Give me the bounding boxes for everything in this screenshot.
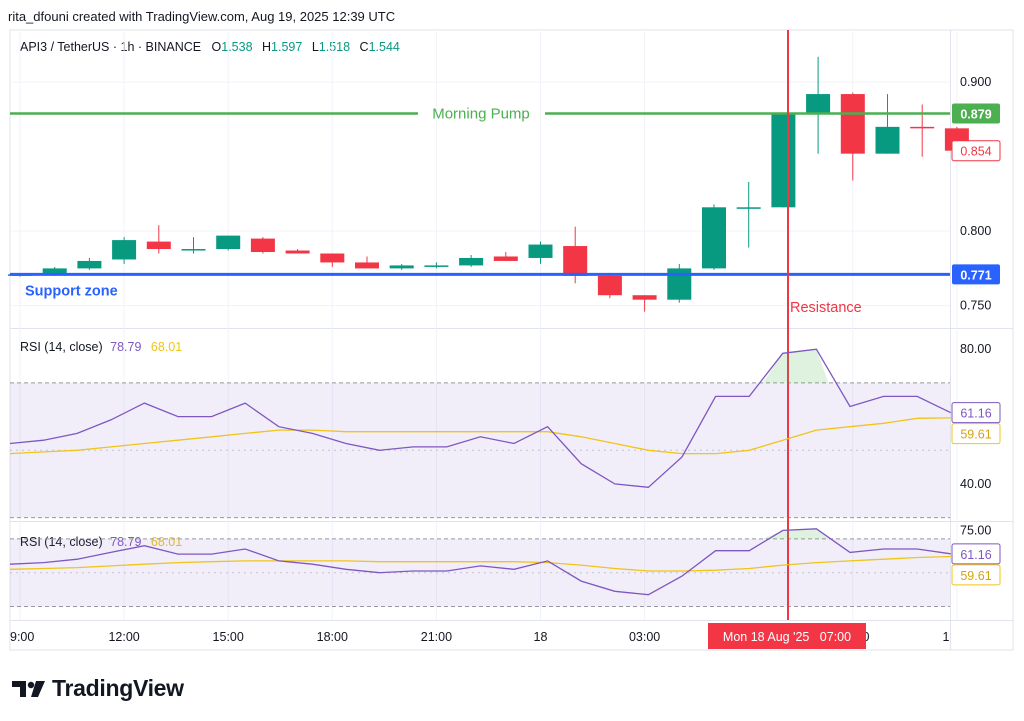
pump-price-tag	[952, 103, 1000, 124]
rsi2-rsi-line[interactable]	[9, 528, 951, 596]
candle-body[interactable]	[389, 265, 414, 269]
time-axis-tick: 21:00	[421, 630, 452, 644]
open-label: O	[211, 40, 222, 54]
price-chart[interactable]: Morning Pump Support zone Resistance 0.900 0…	[0, 0, 1024, 660]
low-value: 1.518	[318, 40, 351, 54]
tradingview-brand[interactable]: TradingView	[12, 675, 184, 702]
candle-body[interactable]	[181, 249, 206, 251]
open-value: 1.538	[221, 40, 253, 54]
tradingview-logo-icon	[12, 680, 45, 697]
candle-body[interactable]	[250, 238, 275, 253]
candle-body[interactable]	[320, 253, 345, 263]
support-zone-label: Support zone	[25, 283, 118, 299]
time-axis-tick: 18	[534, 630, 548, 644]
rsi2-ma-tag	[951, 564, 1001, 586]
low-label: L	[311, 40, 319, 54]
rsi1-axis-tick: 80.00	[960, 342, 991, 356]
rsi1-ma-tag	[951, 423, 1001, 445]
rsi2-overbought-fill	[762, 528, 829, 539]
rsi2-ma-line[interactable]	[9, 555, 951, 572]
candle-body[interactable]	[736, 207, 761, 209]
resistance-label: Resistance	[790, 300, 862, 316]
candle-body[interactable]	[632, 295, 657, 300]
time-axis-tick: 03:00	[629, 630, 660, 644]
price-axis-tick: 0.750	[960, 299, 991, 313]
candle-body[interactable]	[875, 126, 900, 154]
candle-body[interactable]	[493, 256, 518, 261]
rsi1-rsi-last-label: 61.16	[960, 407, 991, 421]
time-axis-tick: 1	[943, 630, 950, 644]
time-axis-tick: 12:00	[108, 630, 139, 644]
last-price-label: 0.854	[960, 145, 991, 159]
candle-body[interactable]	[840, 94, 865, 154]
rsi2-axis-tick: 75.00	[960, 523, 991, 537]
candle-body[interactable]	[146, 241, 171, 250]
support-price-tag	[952, 264, 1000, 285]
candle-body[interactable]	[42, 268, 67, 275]
candle-body[interactable]	[77, 260, 102, 269]
last-price-tag	[951, 140, 1001, 162]
candle-body[interactable]	[563, 246, 588, 276]
symbol-title: API3 / TetherUS · 1h · BINANCE	[20, 40, 202, 54]
price-axis-tick: 0.800	[960, 224, 991, 238]
support-price-label: 0.771	[960, 268, 991, 282]
rsi1-rsi-tag	[951, 402, 1001, 424]
morning-pump-label: Morning Pump	[432, 105, 530, 122]
price-axis-tick: 0.900	[960, 75, 991, 89]
rsi-value-1: 78.79	[110, 340, 142, 354]
rsi-ma-value-1: 68.01	[150, 340, 183, 354]
crosshair-time-label: Mon 18 Aug '25 07:00	[723, 630, 851, 644]
candle-body[interactable]	[112, 240, 137, 260]
candle-body[interactable]	[528, 244, 553, 258]
pump-price-label: 0.879	[960, 107, 991, 121]
time-axis-tick: 15:00	[213, 630, 244, 644]
candle-body[interactable]	[424, 265, 449, 267]
close-label: C	[359, 40, 369, 54]
chart-credit: rita_dfouni created with TradingView.com…	[8, 9, 396, 24]
rsi2-rsi-last-label: 61.16	[960, 548, 991, 562]
brand-name: TradingView	[52, 675, 184, 701]
candle-body[interactable]	[285, 250, 310, 254]
rsi1-axis-tick: 40.00	[960, 477, 991, 491]
high-value: 1.597	[271, 40, 303, 54]
rsi1-ma-last-label: 59.61	[960, 428, 991, 442]
rsi1-rsi-line[interactable]	[9, 348, 952, 488]
rsi2-ma-last-label: 59.61	[960, 569, 991, 583]
high-label: H	[262, 40, 272, 54]
rsi-title-1: RSI (14, close)	[20, 340, 103, 354]
candle-body[interactable]	[771, 113, 796, 208]
crosshair-time-tag	[708, 623, 866, 649]
symbol-legend: API3 / TetherUS · 1h · BINANCE O1.538 H1…	[20, 40, 406, 54]
candle-body[interactable]	[702, 207, 726, 269]
time-axis-tick: 18:00	[317, 630, 348, 644]
candle-body[interactable]	[910, 126, 935, 129]
chart-frame	[9, 29, 1014, 651]
rsi-legend-1: RSI (14, close) 78.79 68.01	[20, 340, 182, 354]
candle-body[interactable]	[355, 262, 379, 269]
candle-body[interactable]	[806, 94, 831, 114]
rsi1-ma-line[interactable]	[9, 417, 951, 455]
candle-body[interactable]	[216, 235, 241, 250]
candle-body[interactable]	[597, 275, 622, 296]
close-value: 1.544	[368, 40, 400, 54]
candle-body[interactable]	[459, 257, 484, 266]
time-axis-tick: 9:00	[10, 630, 34, 644]
rsi1-overbought-fill	[762, 349, 829, 383]
rsi2-rsi-tag	[951, 543, 1001, 565]
time-axis-tick: 0	[863, 630, 870, 644]
